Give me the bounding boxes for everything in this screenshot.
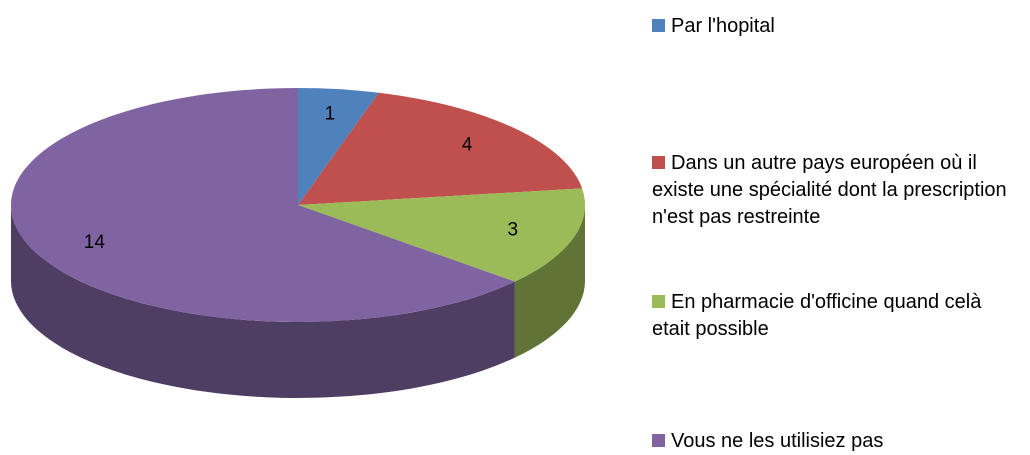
- pie-slice: [298, 92, 583, 205]
- legend-label: Par l'hopital: [671, 15, 775, 37]
- legend-item: En pharmacie d'officine quand celà etait…: [652, 289, 1022, 343]
- legend-label: Vous ne les utilisiez pas: [671, 430, 884, 452]
- legend-item: Par l'hopital: [652, 13, 1022, 40]
- pie-slice: [298, 188, 585, 282]
- legend-swatch: [652, 156, 665, 169]
- data-label: 1: [325, 104, 336, 125]
- data-label: 4: [462, 134, 473, 155]
- legend-swatch: [652, 295, 665, 308]
- pie-slice: [11, 88, 515, 322]
- legend-item: Vous ne les utilisiez pas: [652, 428, 1022, 455]
- pie-side: [514, 205, 585, 358]
- pie-slice: [298, 88, 379, 205]
- legend-swatch: [652, 434, 665, 447]
- data-label: 3: [508, 220, 519, 241]
- legend-label: Dans un autre pays européen où il existe…: [652, 152, 1007, 228]
- data-label: 14: [84, 232, 106, 253]
- legend-label: En pharmacie d'officine quand celà etait…: [652, 291, 982, 340]
- legend-swatch: [652, 19, 665, 32]
- legend-item: Dans un autre pays européen où il existe…: [652, 150, 1022, 231]
- pie-side: [11, 205, 515, 398]
